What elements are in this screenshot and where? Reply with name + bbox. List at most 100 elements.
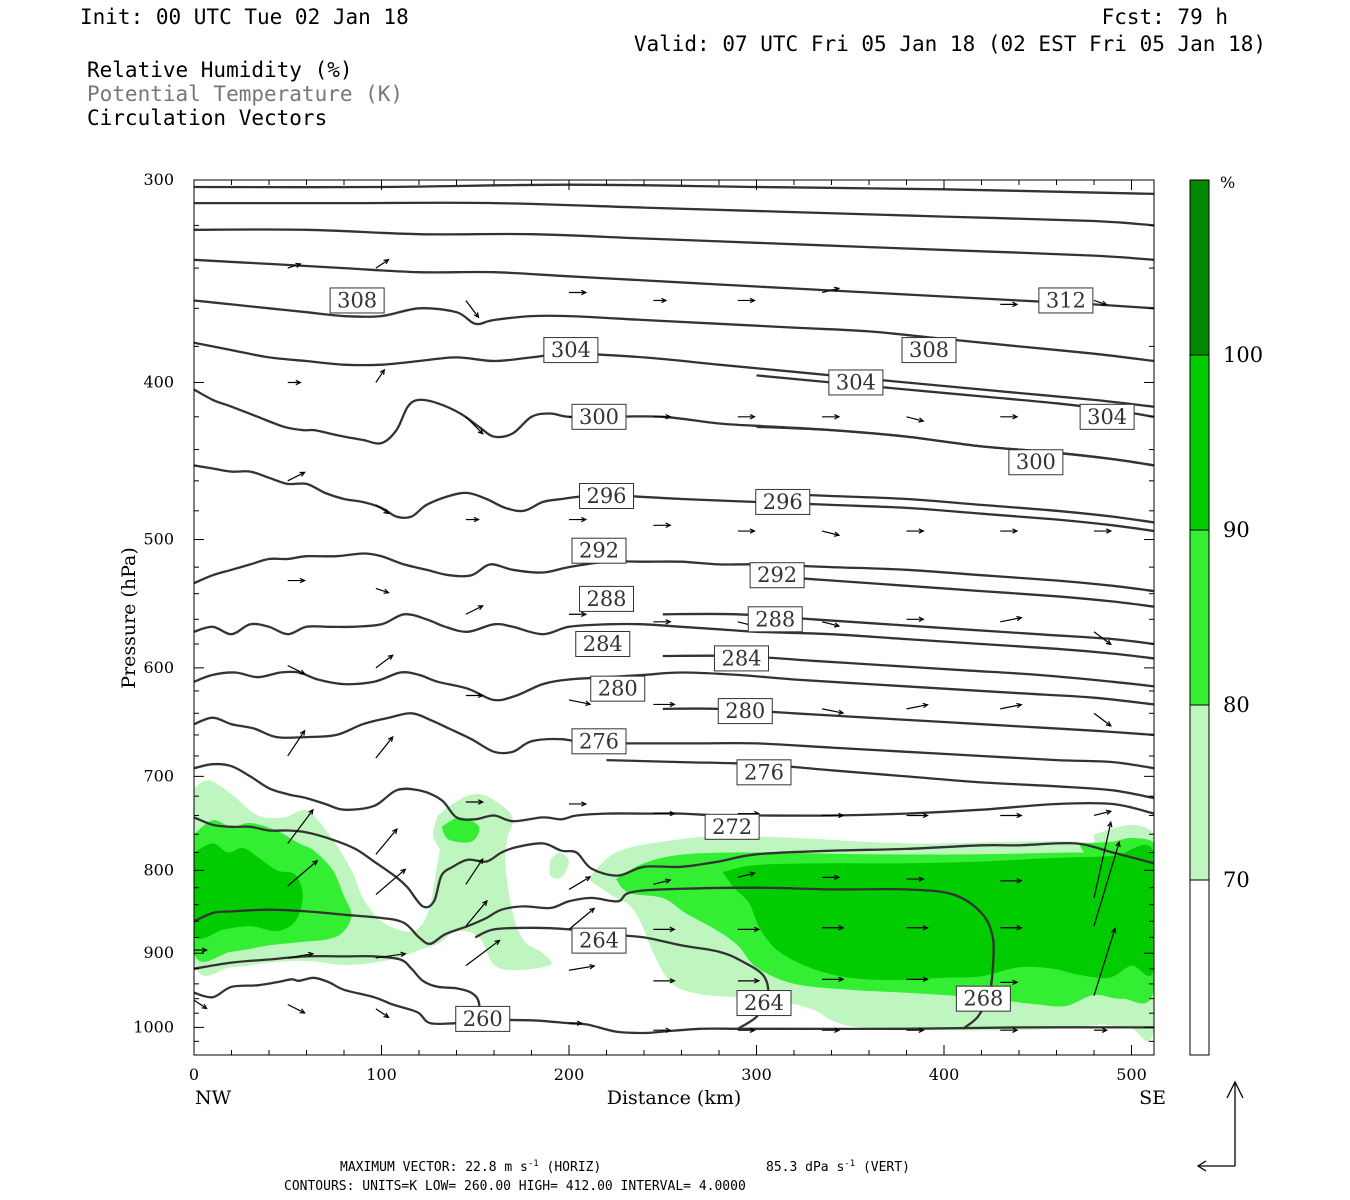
vector-arrowhead (478, 857, 484, 865)
colorbar-frame (1189, 179, 1210, 1056)
theta-contour-layer (194, 183, 1154, 1035)
vector-arrowhead (299, 669, 306, 675)
contour-label-box (579, 482, 634, 509)
vector-arrowhead (576, 1020, 583, 1026)
y-tick-label: 900 (143, 943, 174, 962)
circulation-vector (375, 1008, 389, 1018)
colorbar-label: 90 (1223, 518, 1250, 542)
vector-arrowhead (581, 611, 588, 617)
contour-label-312: 312 (1046, 288, 1086, 312)
y-tick-label: 1000 (133, 1017, 174, 1036)
theta-contour-288 (662, 612, 1154, 646)
circulation-vector (465, 900, 488, 927)
theta-contour-300 (756, 425, 1154, 467)
vector-arrowhead (589, 964, 596, 970)
vector-arrowhead (665, 522, 672, 529)
circulation-vector (287, 471, 305, 482)
circulation-vector (568, 876, 591, 890)
circulation-vector (375, 259, 389, 269)
contour-label-284: 284 (583, 632, 623, 656)
contour-label-304: 304 (836, 370, 876, 394)
rh-region-90 (722, 844, 1154, 981)
vector-arrowhead (295, 262, 302, 268)
contour-label-280: 280 (598, 677, 638, 701)
theta-contour-312 (194, 258, 1154, 310)
theta-contour-288 (194, 613, 1154, 660)
circulation-vector (568, 907, 595, 930)
theta-contour-292 (756, 574, 1154, 608)
circulation-vector (821, 530, 840, 536)
theta-contour-276 (194, 762, 1154, 823)
vector-arrowhead (299, 471, 306, 477)
vector-arrowhead (665, 619, 672, 625)
theta-contour-272 (194, 816, 1154, 909)
contour-label-box (1079, 403, 1135, 430)
circulation-vector (1000, 617, 1022, 623)
vector-arrowhead (1012, 528, 1019, 534)
contour-label-296: 296 (763, 490, 803, 514)
vector-arrowhead (1105, 639, 1112, 646)
circulation-vector (1093, 299, 1107, 306)
contour-label-268: 268 (963, 987, 1003, 1011)
vector-arrowhead (494, 939, 501, 946)
se-endpoint-label: SE (1139, 1087, 1166, 1109)
vector-arrowhead (833, 286, 841, 292)
x-tick-label: 100 (366, 1065, 397, 1084)
contour-label-box (704, 813, 760, 840)
theta-contour-304 (194, 341, 1154, 408)
vector-arrowhead (1012, 1027, 1019, 1033)
vector-arrowhead (922, 812, 929, 819)
contour-label-288: 288 (755, 607, 795, 631)
contour-label-308: 308 (337, 288, 377, 312)
vector-arrowhead (838, 709, 845, 715)
circulation-vector (375, 953, 406, 959)
circulation-vector (568, 699, 591, 705)
contour-label-box (1038, 287, 1094, 314)
vector-arrowhead (833, 622, 841, 628)
theta-contour-324 (194, 183, 1154, 196)
rh-region-80 (441, 817, 480, 843)
vector-arrowhead (749, 528, 756, 534)
contour-label-260: 260 (463, 1007, 503, 1031)
x-tick-label: 0 (189, 1065, 199, 1084)
circulation-vector (1093, 712, 1112, 727)
vector-arrowhead (581, 516, 588, 523)
contour-label-box (717, 698, 773, 725)
contour-label-box (828, 369, 884, 396)
circulation-vector (375, 828, 398, 855)
plot-frame (193, 179, 1155, 1056)
valid-time: Valid: 07 UTC Fri 05 Jan 18 (02 EST Fri … (634, 32, 1266, 56)
circulation-vector (465, 939, 500, 967)
circulation-vector (822, 708, 844, 714)
vector-arrowhead (918, 876, 925, 882)
vector-arrowhead (383, 588, 390, 594)
contour-label-box (571, 403, 627, 430)
colorbar-swatch (1190, 705, 1209, 880)
y-axis-title: Pressure (hPa) (118, 547, 140, 689)
y-tick-label: 700 (143, 766, 174, 785)
circulation-vector (465, 605, 483, 615)
circulation-vector (287, 953, 314, 959)
vector-arrowhead (477, 605, 484, 611)
circulation-vector (375, 504, 389, 514)
circulation-vector (1093, 631, 1112, 645)
circulation-vector (375, 369, 385, 383)
colorbar-swatch (1190, 530, 1209, 705)
circulation-vector (1093, 822, 1112, 899)
vector-arrowhead (834, 874, 841, 881)
vector-arrowhead (383, 258, 390, 265)
axes: 0 100 200 300 400 500 300 400 500 600 700 800 900 100… (133, 170, 1154, 1084)
colorbar-label: 70 (1223, 868, 1250, 892)
vector-arrowhead (477, 799, 485, 805)
vector-arrowhead (1016, 812, 1023, 819)
y-tick-label: 600 (143, 658, 174, 677)
circulation-vector (287, 664, 305, 675)
circulation-vector (287, 809, 314, 844)
colorbar-label: 100 (1223, 343, 1263, 367)
vector-arrowhead (1016, 615, 1023, 622)
vector-arrowhead (665, 878, 672, 884)
circulation-vector (821, 287, 840, 294)
theta-contour-276 (606, 758, 1154, 800)
circulation-vector (906, 704, 928, 710)
vector-arrowhead (922, 925, 929, 931)
